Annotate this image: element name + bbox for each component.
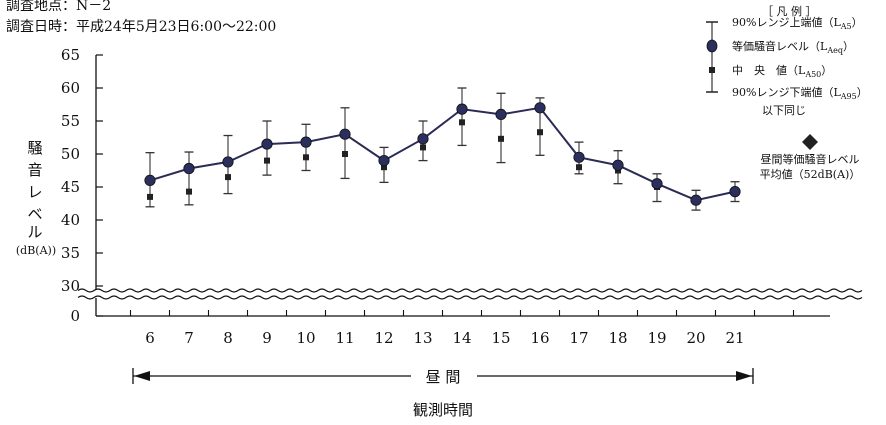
- x-tick-label: 18: [608, 329, 627, 347]
- x-tick-label: 6: [145, 329, 155, 347]
- laeq-marker: [261, 138, 273, 150]
- y-label-char-3: レ: [27, 183, 42, 201]
- period-label: 昼 間: [426, 368, 461, 386]
- laeq-marker: [456, 103, 468, 115]
- median-marker: [225, 174, 231, 181]
- x-axis-label: 観測時間: [413, 401, 473, 419]
- y-label-char-4: ベ: [27, 205, 42, 223]
- x-tick-label: 16: [530, 329, 549, 347]
- x-tick-label: 15: [491, 329, 510, 347]
- median-marker: [303, 154, 309, 161]
- laeq-marker: [612, 159, 624, 171]
- datetime-label: 調査日時：平成24年5月23日6:00～22:00: [6, 19, 276, 35]
- x-tick-label: 21: [725, 329, 744, 347]
- median-marker: [420, 144, 426, 151]
- median-marker: [186, 188, 192, 195]
- legend-item-2: 等価騒音レベル（LAeq）: [732, 39, 854, 55]
- legend-note: 以下同じ: [762, 104, 806, 117]
- laeq-marker: [690, 194, 702, 206]
- laeq-marker: [534, 102, 546, 114]
- laeq-marker: [300, 136, 312, 148]
- reference-label-line-1: 昼間等価騒音レベル: [761, 152, 860, 166]
- location-label: 調査地点：N－2: [6, 0, 111, 14]
- laeq-marker: [417, 133, 429, 145]
- median-marker: [264, 157, 270, 164]
- legend-laeq-symbol: [706, 39, 718, 53]
- axis-break-gap: [78, 290, 850, 298]
- x-tick-label: 12: [374, 329, 393, 347]
- laeq-marker: [222, 156, 234, 168]
- legend-item-4: 90%レンジ下端値（LA95）: [732, 86, 868, 101]
- laeq-marker: [339, 128, 351, 140]
- y-label-char-1: 騒: [27, 139, 42, 157]
- axis-break-wave-upper: [77, 288, 863, 293]
- reference-marker: [802, 134, 818, 150]
- laeq-marker: [378, 155, 390, 167]
- median-marker: [498, 135, 504, 142]
- y-tick-label: 35: [61, 244, 80, 262]
- period-arrow-right-head: [736, 371, 752, 381]
- reference-label-line-2: 平均値（52dB(A)）: [760, 168, 861, 181]
- median-marker: [147, 193, 153, 200]
- x-tick-label: 13: [413, 329, 432, 347]
- x-tick-label: 7: [184, 329, 194, 347]
- y-label-char-2: 音: [27, 161, 42, 179]
- y-tick-label: 40: [61, 211, 80, 229]
- y-tick-label: 50: [61, 145, 80, 163]
- laeq-marker: [183, 162, 195, 175]
- axis-break-wave-lower: [77, 295, 863, 300]
- x-tick-label: 8: [223, 329, 233, 347]
- median-marker: [342, 151, 348, 157]
- median-marker: [576, 164, 582, 171]
- period-arrow-left-head: [134, 371, 150, 381]
- y-tick-label: 60: [61, 79, 80, 97]
- y-tick-label: 55: [61, 112, 80, 130]
- y-tick-label: 65: [61, 46, 80, 64]
- laeq-line: [149, 106, 736, 202]
- laeq-marker: [144, 174, 156, 186]
- median-marker: [537, 129, 543, 136]
- legend-item-3: 中 央 値（LA50）: [732, 64, 832, 79]
- y-tick-label: 45: [61, 178, 80, 196]
- x-tick-label: 17: [569, 329, 588, 347]
- median-marker: [459, 119, 465, 126]
- legend-item-1: 90%レンジ上端値（LA5）: [732, 16, 863, 31]
- legend-la50-symbol: [709, 67, 715, 73]
- laeq-marker: [573, 151, 585, 163]
- x-tick-label: 11: [335, 329, 354, 347]
- x-tick-label: 10: [296, 329, 315, 347]
- legend-title: ［ 凡 例 ］: [762, 4, 817, 18]
- x-tick-label: 19: [647, 329, 666, 347]
- y-label-unit: (dB(A)): [16, 244, 56, 257]
- x-tick-label: 14: [452, 329, 471, 347]
- x-tick-label: 20: [686, 329, 705, 347]
- laeq-marker: [651, 178, 663, 190]
- y-tick-label: 30: [61, 277, 80, 295]
- laeq-marker: [495, 108, 507, 121]
- median-marker: [381, 164, 387, 171]
- laeq-marker: [729, 186, 741, 198]
- x-tick-label: 9: [262, 329, 272, 347]
- y-label-char-5: ル: [27, 223, 42, 241]
- y-tick-label: 0: [70, 307, 80, 325]
